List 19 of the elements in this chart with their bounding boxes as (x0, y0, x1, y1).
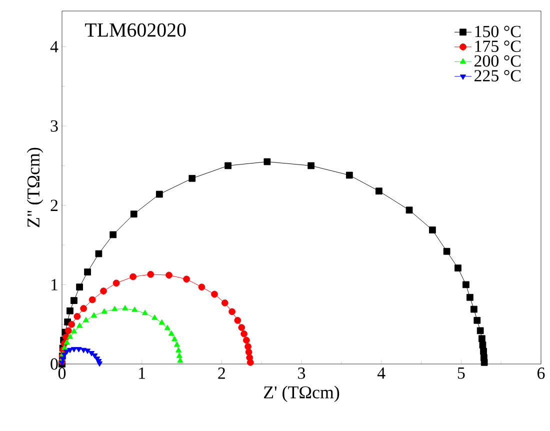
y-tick-label: 0 (50, 358, 58, 370)
x-axis-title: Z' (TΩcm) (264, 386, 340, 402)
x-tick-label: 5 (458, 368, 465, 379)
y-tick-label: 2 (50, 200, 58, 211)
legend-label: 200 °C (474, 55, 521, 67)
y-tick-label: 1 (51, 279, 58, 290)
x-tick-label: 3 (298, 368, 306, 379)
y-axis-title: Z" (TΩcm) (26, 148, 44, 228)
x-tick-label: 1 (139, 368, 146, 379)
legend-label: 225 °C (474, 70, 521, 82)
x-tick-label: 4 (377, 368, 386, 379)
y-tick-label: 4 (50, 41, 58, 52)
legend-label: 175 °C (475, 40, 521, 52)
x-tick-label: 6 (538, 368, 545, 379)
x-tick-label: 0 (58, 368, 66, 379)
annotation: TLM602020 (85, 23, 186, 37)
y-tick-label: 3 (50, 120, 58, 132)
x-tick-label: 2 (218, 368, 225, 379)
legend-label: 150 °C (475, 26, 521, 38)
